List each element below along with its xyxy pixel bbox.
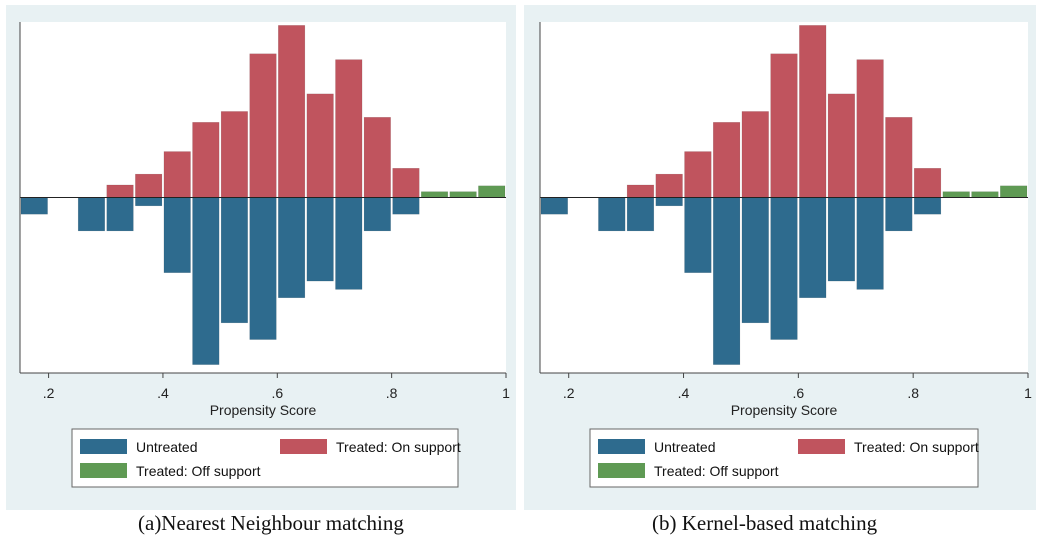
bar-treated-on-support: [306, 93, 334, 198]
bar-untreated: [799, 197, 827, 299]
legend-box: [589, 428, 979, 488]
bar-untreated: [192, 197, 220, 365]
bar-treated-off-support: [420, 191, 449, 198]
x-tick-label: .4: [157, 385, 169, 401]
caption-a: (a)Nearest Neighbour matching: [138, 511, 404, 535]
legend-label: Treated: On support: [336, 439, 461, 455]
bar-treated-on-support: [684, 151, 712, 198]
legend-label: Treated: Off support: [654, 463, 779, 479]
bar-untreated: [163, 197, 191, 273]
bar-treated-on-support: [626, 184, 655, 198]
bar-untreated: [856, 197, 884, 290]
bar-treated-on-support: [135, 173, 163, 198]
bar-treated-on-support: [392, 168, 420, 198]
bar-treated-off-support: [942, 191, 970, 198]
legend-label: Treated: On support: [854, 439, 979, 455]
caption-b: (b) Kernel-based matching: [652, 511, 878, 535]
bar-treated-on-support: [278, 25, 306, 198]
x-tick-label: .4: [678, 385, 690, 401]
x-tick-label: 1: [1024, 385, 1032, 401]
bar-treated-on-support: [770, 53, 798, 198]
bar-untreated: [913, 197, 942, 215]
bar-untreated: [626, 197, 655, 232]
bar-untreated: [885, 197, 913, 232]
bar-treated-off-support: [971, 191, 999, 198]
bar-treated-off-support: [478, 185, 506, 198]
x-tick-label: .6: [271, 385, 283, 401]
chart-panel-b: .2 .4 .6 .8 1 Propensity Score Untreated Treate…: [518, 0, 1038, 510]
bar-untreated: [392, 197, 420, 215]
legend-label: Untreated: [136, 439, 197, 455]
chart-panel-a: .2 .4 .6 .8 1 Propensity Score Untreated Treate…: [0, 0, 518, 510]
legend-swatch: [80, 463, 127, 478]
bar-untreated: [598, 197, 626, 232]
bar-untreated: [306, 197, 334, 282]
legend-box: [71, 428, 459, 488]
legend-swatch: [280, 439, 327, 454]
bar-treated-on-support: [163, 151, 191, 198]
bar-untreated: [135, 197, 163, 207]
bar-untreated: [684, 197, 712, 273]
bar-treated-on-support: [712, 122, 741, 198]
bar-treated-on-support: [799, 25, 827, 198]
bar-treated-on-support: [856, 59, 884, 198]
x-tick-label: 1: [502, 385, 510, 401]
bar-treated-off-support: [449, 191, 477, 198]
x-tick-label: .6: [793, 385, 805, 401]
legend-swatch: [798, 439, 845, 454]
bar-treated-on-support: [106, 184, 134, 198]
bar-untreated: [278, 197, 306, 299]
bar-untreated: [712, 197, 741, 365]
bar-untreated: [770, 197, 798, 340]
bar-untreated: [20, 197, 48, 215]
bar-untreated: [106, 197, 134, 232]
legend-label: Treated: Off support: [136, 463, 261, 479]
x-tick-label: .8: [907, 385, 919, 401]
legend-label: Untreated: [654, 439, 715, 455]
bar-treated-off-support: [1000, 185, 1028, 198]
bar-treated-on-support: [913, 168, 942, 198]
bar-treated-on-support: [220, 111, 248, 198]
bar-untreated: [335, 197, 363, 290]
bar-untreated: [77, 197, 106, 232]
bar-untreated: [363, 197, 391, 232]
histogram-chart-b: .2 .4 .6 .8 1 Propensity Score Untreated Treate…: [524, 5, 1036, 510]
bar-untreated: [220, 197, 248, 324]
bar-treated-on-support: [363, 117, 391, 198]
bar-treated-on-support: [335, 59, 363, 198]
bar-untreated: [655, 197, 683, 207]
x-tick-label: .2: [563, 385, 575, 401]
bar-untreated: [249, 197, 277, 340]
x-tick-label: .2: [43, 385, 55, 401]
histogram-chart-a: .2 .4 .6 .8 1 Propensity Score Untreated Treate…: [6, 5, 516, 510]
bar-treated-on-support: [885, 117, 913, 198]
legend-swatch: [598, 463, 645, 478]
bar-treated-on-support: [827, 93, 856, 198]
bar-untreated: [827, 197, 856, 282]
x-tick-label: .8: [386, 385, 398, 401]
x-axis-title: Propensity Score: [731, 402, 838, 418]
bar-untreated: [540, 197, 568, 215]
bar-treated-on-support: [192, 122, 220, 198]
x-axis-title: Propensity Score: [210, 402, 317, 418]
bar-untreated: [741, 197, 769, 324]
bar-treated-on-support: [741, 111, 769, 198]
bar-treated-on-support: [655, 173, 683, 198]
bar-treated-on-support: [249, 53, 277, 198]
legend-swatch: [598, 439, 645, 454]
legend-swatch: [80, 439, 127, 454]
